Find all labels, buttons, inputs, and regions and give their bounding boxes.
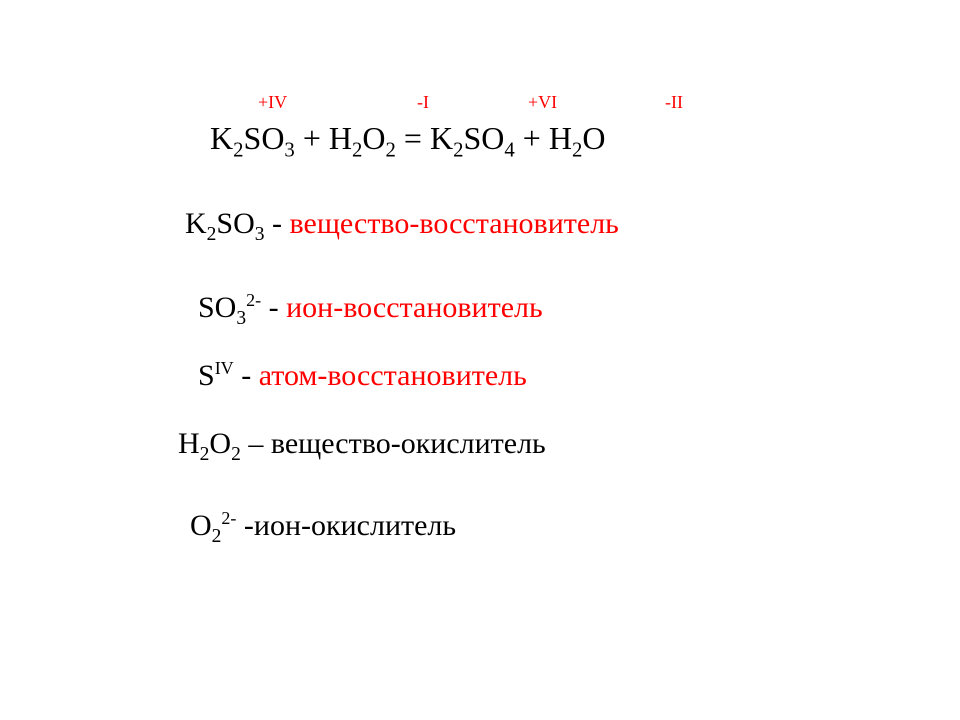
formula: K2SO3 bbox=[185, 207, 265, 240]
eq-part: H bbox=[549, 120, 572, 156]
formula: O22- bbox=[190, 509, 236, 542]
separator: – bbox=[241, 427, 271, 460]
role-line: O22- -ион-окислитель bbox=[190, 509, 870, 543]
eq-part: = bbox=[396, 120, 430, 156]
eq-part: O bbox=[362, 120, 385, 156]
ox-state-o-h2o2: -I bbox=[417, 92, 429, 113]
eq-part: + bbox=[515, 120, 549, 156]
eq-part: + bbox=[295, 120, 329, 156]
role-label: ион-восстановитель bbox=[286, 291, 543, 324]
role-label: атом-восстановитель bbox=[259, 359, 527, 392]
role-line: SO32- - ион-восстановитель bbox=[198, 291, 870, 325]
eq-part: SO bbox=[463, 120, 504, 156]
eq-part: K bbox=[430, 120, 453, 156]
role-label: ион-окислитель bbox=[254, 509, 456, 542]
eq-sub: 2 bbox=[386, 138, 396, 161]
role-lines: K2SO3 - вещество-восстановитель SO32- - и… bbox=[90, 207, 870, 543]
formula: SIV bbox=[198, 359, 234, 392]
eq-sub: 2 bbox=[352, 138, 362, 161]
formula: H2O2 bbox=[178, 427, 241, 460]
role-line: K2SO3 - вещество-восстановитель bbox=[185, 207, 870, 241]
ox-state-o-h2o: -II bbox=[665, 92, 683, 113]
ox-state-s-k2so3: +IV bbox=[258, 92, 287, 113]
eq-part: SO bbox=[244, 120, 285, 156]
role-line: SIV - атом-восстановитель bbox=[198, 359, 870, 393]
separator: - bbox=[265, 207, 290, 240]
slide: +IV -I +VI -II K2SO3 + H2O2 = K2SO4 + H2… bbox=[0, 0, 960, 720]
eq-sub: 3 bbox=[284, 138, 294, 161]
eq-sub: 2 bbox=[233, 138, 243, 161]
role-label: вещество-окислитель bbox=[271, 427, 546, 460]
eq-part: K bbox=[210, 120, 233, 156]
separator: - bbox=[234, 359, 259, 392]
eq-part: O bbox=[582, 120, 605, 156]
role-line: H2O2 – вещество-окислитель bbox=[178, 427, 870, 461]
eq-sub: 2 bbox=[453, 138, 463, 161]
redox-equation: +IV -I +VI -II K2SO3 + H2O2 = K2SO4 + H2… bbox=[210, 120, 870, 157]
ox-state-s-k2so4: +VI bbox=[528, 92, 557, 113]
role-label: вещество-восстановитель bbox=[290, 207, 619, 240]
formula: SO32- bbox=[198, 291, 261, 324]
eq-part: H bbox=[329, 120, 352, 156]
eq-sub: 4 bbox=[504, 138, 514, 161]
eq-sub: 2 bbox=[572, 138, 582, 161]
separator: - bbox=[236, 509, 254, 542]
separator: - bbox=[261, 291, 286, 324]
